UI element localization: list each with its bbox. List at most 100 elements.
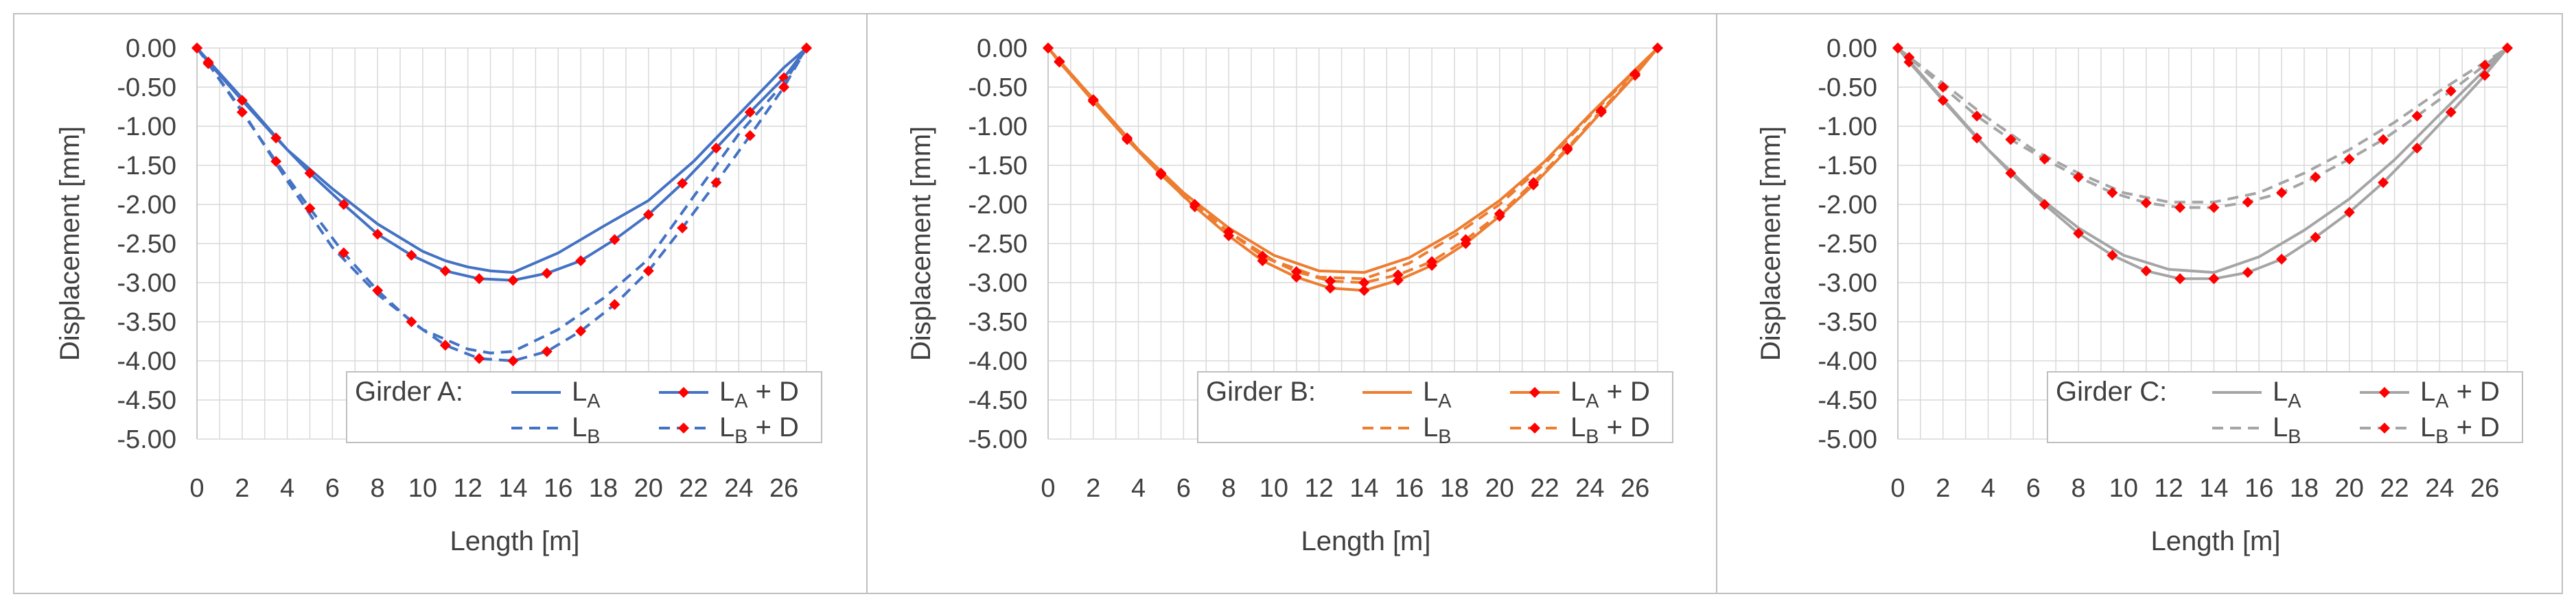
x-axis-title: Length [m]	[1301, 526, 1430, 556]
x-tick-label: 24	[724, 474, 753, 503]
data-point	[2276, 253, 2288, 265]
data-point	[1528, 177, 1540, 189]
legend-label: LA	[1423, 377, 1452, 412]
data-point	[2174, 202, 2186, 213]
y-tick-label: -0.50	[117, 73, 176, 102]
data-point	[406, 316, 417, 327]
x-tick-label: 2	[235, 474, 249, 503]
x-axis-title: Length [m]	[2150, 526, 2280, 556]
data-point	[507, 355, 519, 366]
data-point	[642, 209, 654, 220]
x-tick-label: 4	[1131, 474, 1146, 503]
y-tick-label: -4.50	[117, 386, 176, 415]
x-tick-label: 12	[2155, 474, 2183, 503]
y-tick-label: -2.50	[1818, 230, 1877, 259]
data-point	[439, 265, 451, 276]
data-point	[2411, 110, 2423, 122]
y-tick-label: -3.00	[117, 269, 176, 298]
y-tick-label: -2.00	[1818, 191, 1877, 220]
data-point	[2310, 172, 2321, 183]
y-axis-title: Displacement [mm]	[1756, 126, 1786, 361]
data-point	[406, 250, 417, 261]
y-tick-label: -3.50	[117, 308, 176, 337]
data-point	[642, 265, 654, 276]
data-point	[1155, 167, 1167, 179]
data-point	[270, 156, 282, 167]
data-point	[192, 43, 202, 54]
x-tick-label: 16	[2244, 474, 2273, 503]
y-tick-label: -1.50	[117, 152, 176, 180]
data-point	[1043, 43, 1054, 54]
legend-label: LA	[572, 377, 601, 412]
series-line	[196, 47, 808, 282]
data-point	[2378, 177, 2389, 189]
series-line	[1047, 47, 1659, 284]
data-point	[2174, 273, 2186, 285]
data-point	[474, 273, 485, 285]
y-tick-label: 0.00	[977, 34, 1028, 63]
y-tick-label: -4.50	[1818, 386, 1877, 415]
y-tick-label: -4.00	[1818, 347, 1877, 376]
data-point	[1971, 110, 1983, 122]
x-tick-label: 14	[498, 474, 527, 503]
y-tick-label: -3.50	[1818, 308, 1877, 337]
data-point	[372, 228, 384, 240]
data-point	[236, 106, 248, 118]
y-tick-label: -2.50	[117, 230, 176, 259]
data-point	[2310, 231, 2321, 243]
y-tick-label: -4.50	[968, 386, 1028, 415]
x-tick-label: 4	[1981, 474, 1995, 503]
data-point	[270, 132, 282, 144]
data-point	[1937, 95, 1949, 106]
y-tick-label: 0.00	[1826, 34, 1877, 63]
data-point	[2343, 206, 2355, 218]
data-point	[1325, 282, 1336, 294]
series-line	[196, 47, 808, 274]
y-tick-label: -1.50	[1818, 152, 1877, 180]
data-point	[677, 178, 688, 189]
data-point	[2073, 172, 2085, 183]
y-tick-label: -1.00	[117, 113, 176, 141]
x-tick-label: 12	[454, 474, 483, 503]
legend-marker	[678, 387, 689, 398]
x-tick-label: 22	[2380, 474, 2409, 503]
x-tick-label: 24	[2425, 474, 2454, 503]
data-point	[2140, 197, 2152, 209]
data-point	[575, 255, 587, 267]
series-line	[1896, 47, 2509, 209]
x-tick-label: 10	[2109, 474, 2138, 503]
legend-label: LA + D	[719, 377, 799, 412]
x-tick-label: 2	[1086, 474, 1100, 503]
data-point	[1325, 275, 1336, 287]
data-point	[2276, 187, 2288, 198]
x-tick-label: 18	[589, 474, 618, 503]
x-tick-label: 18	[2290, 474, 2319, 503]
data-point	[2445, 106, 2457, 118]
series-line	[1047, 47, 1659, 281]
data-point	[2208, 273, 2220, 285]
y-tick-label: -1.00	[1818, 113, 1877, 141]
data-point	[1903, 51, 1915, 63]
x-tick-label: 0	[189, 474, 204, 503]
x-tick-label: 26	[1621, 474, 1649, 503]
data-point	[2140, 265, 2152, 276]
data-point	[1460, 234, 1472, 246]
x-tick-label: 24	[1575, 474, 1604, 503]
data-point	[2107, 250, 2118, 261]
data-point	[1223, 226, 1235, 237]
data-point	[372, 285, 384, 296]
y-tick-label: -5.00	[968, 425, 1028, 454]
data-point	[1122, 132, 1133, 144]
legend-label: LB + D	[1570, 412, 1650, 448]
legend-marker	[1529, 387, 1540, 398]
y-tick-label: -4.00	[117, 347, 176, 376]
legend-box	[346, 371, 822, 443]
data-point	[801, 43, 812, 54]
x-tick-label: 8	[371, 474, 385, 503]
data-point	[1358, 277, 1370, 288]
legend: Girder C: LA LA + D LB LB + D	[2047, 371, 2523, 448]
data-point	[2039, 153, 2050, 165]
data-point	[2242, 267, 2253, 279]
data-point	[304, 202, 316, 214]
data-point	[1494, 208, 1505, 220]
